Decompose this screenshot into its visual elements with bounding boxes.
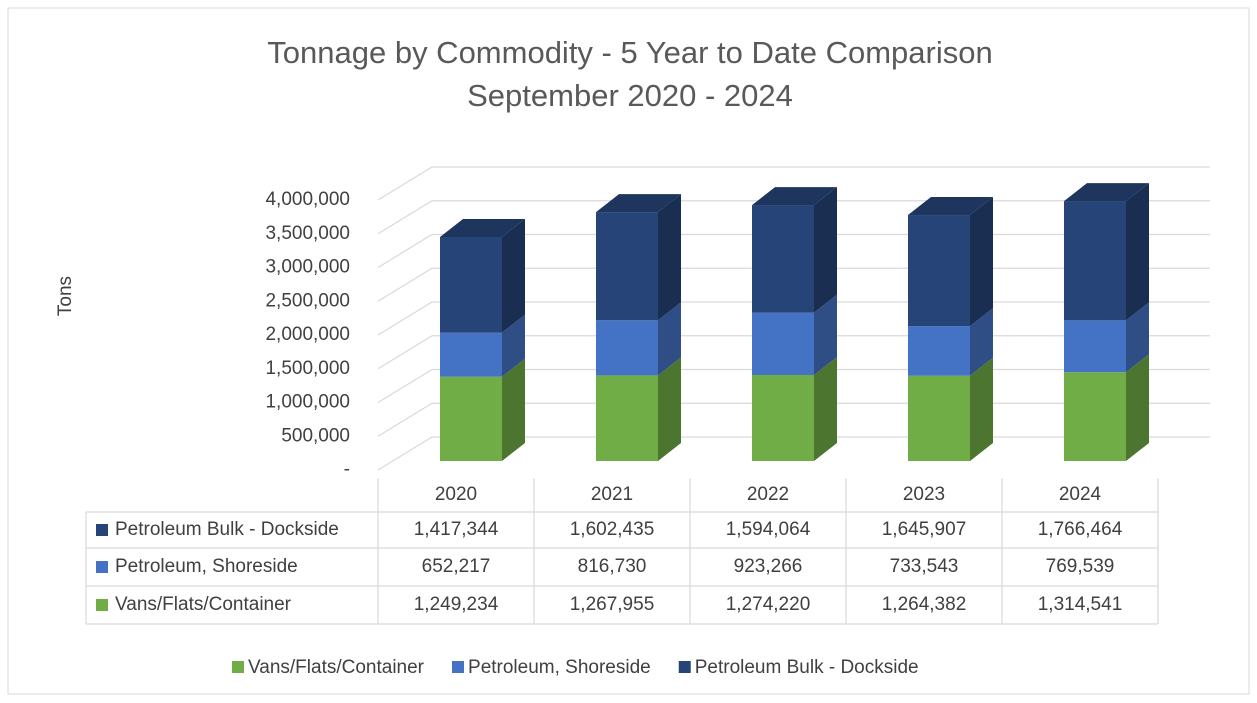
table-cell: 1,267,955: [570, 594, 655, 615]
y-tick-label: 2,000,000: [265, 324, 350, 345]
x-tick-label: 2022: [747, 484, 789, 505]
bar: [596, 320, 658, 376]
legend-key: [452, 661, 465, 673]
y-tick-label: 3,500,000: [265, 223, 350, 244]
bar: [752, 205, 814, 313]
table-row-label: Petroleum, Shoreside: [115, 556, 298, 577]
table-cell: 923,266: [734, 556, 803, 577]
table-cell: 733,543: [890, 556, 959, 577]
bar: [1064, 372, 1126, 461]
table-cell: 652,217: [422, 556, 491, 577]
chart-title: Tonnage by Commodity - 5 Year to Date Co…: [267, 35, 992, 70]
bar: [908, 375, 970, 461]
bar: [1064, 201, 1126, 321]
bar-side: [658, 194, 681, 321]
bar-side: [814, 187, 837, 313]
bar: [596, 212, 658, 321]
bar: [752, 374, 814, 461]
y-tick-label: 1,500,000: [265, 358, 350, 379]
y-tick-label: 1,000,000: [265, 392, 350, 413]
bar-side: [502, 358, 525, 461]
y-axis-title: Tons: [55, 276, 76, 316]
bar-side: [814, 356, 837, 461]
bar: [1064, 320, 1126, 373]
table-cell: 816,730: [578, 556, 647, 577]
x-tick-label: 2020: [435, 484, 477, 505]
bar-side: [1126, 183, 1149, 321]
table-legend-key: [96, 599, 108, 611]
table-cell: 1,602,435: [570, 519, 655, 540]
bar-side: [658, 357, 681, 461]
table-row-label: Petroleum Bulk - Dockside: [115, 519, 339, 540]
bar: [440, 236, 502, 333]
bar-side: [970, 308, 993, 376]
table-cell: 769,539: [1046, 556, 1115, 577]
chart-subtitle: September 2020 - 2024: [467, 78, 793, 113]
x-tick-label: 2021: [591, 484, 633, 505]
table-cell: 1,645,907: [882, 519, 967, 540]
grid-line: [377, 166, 1210, 201]
y-tick-label: 500,000: [281, 425, 350, 446]
bar: [908, 326, 970, 376]
bar: [440, 332, 502, 377]
table-cell: 1,264,382: [882, 594, 967, 615]
bar: [752, 312, 814, 375]
y-tick-label: 2,500,000: [265, 290, 350, 311]
bar-side: [814, 294, 837, 375]
table-cell: 1,249,234: [414, 594, 499, 615]
bar: [596, 375, 658, 461]
legend-key: [678, 661, 691, 673]
bar-side: [970, 357, 993, 461]
table-legend-key: [96, 561, 108, 573]
y-tick-label: -: [344, 459, 350, 480]
bar-top: [1064, 183, 1149, 202]
table-cell: 1,417,344: [414, 519, 499, 540]
y-tick-label: 3,000,000: [265, 257, 350, 278]
bar-side: [502, 218, 525, 333]
legend-key: [232, 661, 244, 673]
table-cell: 1,274,220: [726, 594, 811, 615]
table-cell: 1,594,064: [726, 519, 811, 540]
bar-top: [596, 194, 681, 213]
y-tick-label: 4,000,000: [265, 189, 350, 210]
table-cell: 1,314,541: [1038, 594, 1123, 615]
table-cell: 1,766,464: [1038, 519, 1123, 540]
table-legend-key: [96, 524, 108, 536]
bar-top: [908, 197, 993, 216]
bar-side: [1126, 354, 1149, 461]
table-row-label: Vans/Flats/Container: [115, 594, 292, 615]
bar-side: [970, 197, 993, 327]
legend-label: Vans/Flats/Container: [248, 657, 425, 678]
bar-side: [502, 314, 525, 377]
bar-top: [752, 187, 837, 206]
x-tick-label: 2023: [903, 484, 945, 505]
bar: [908, 215, 970, 327]
bar: [440, 376, 502, 461]
bar-top: [440, 218, 525, 237]
legend-label: Petroleum Bulk - Dockside: [695, 657, 919, 678]
bar-side: [658, 302, 681, 376]
x-tick-label: 2024: [1059, 484, 1102, 505]
legend-label: Petroleum, Shoreside: [468, 657, 651, 678]
bar-side: [1126, 302, 1149, 373]
